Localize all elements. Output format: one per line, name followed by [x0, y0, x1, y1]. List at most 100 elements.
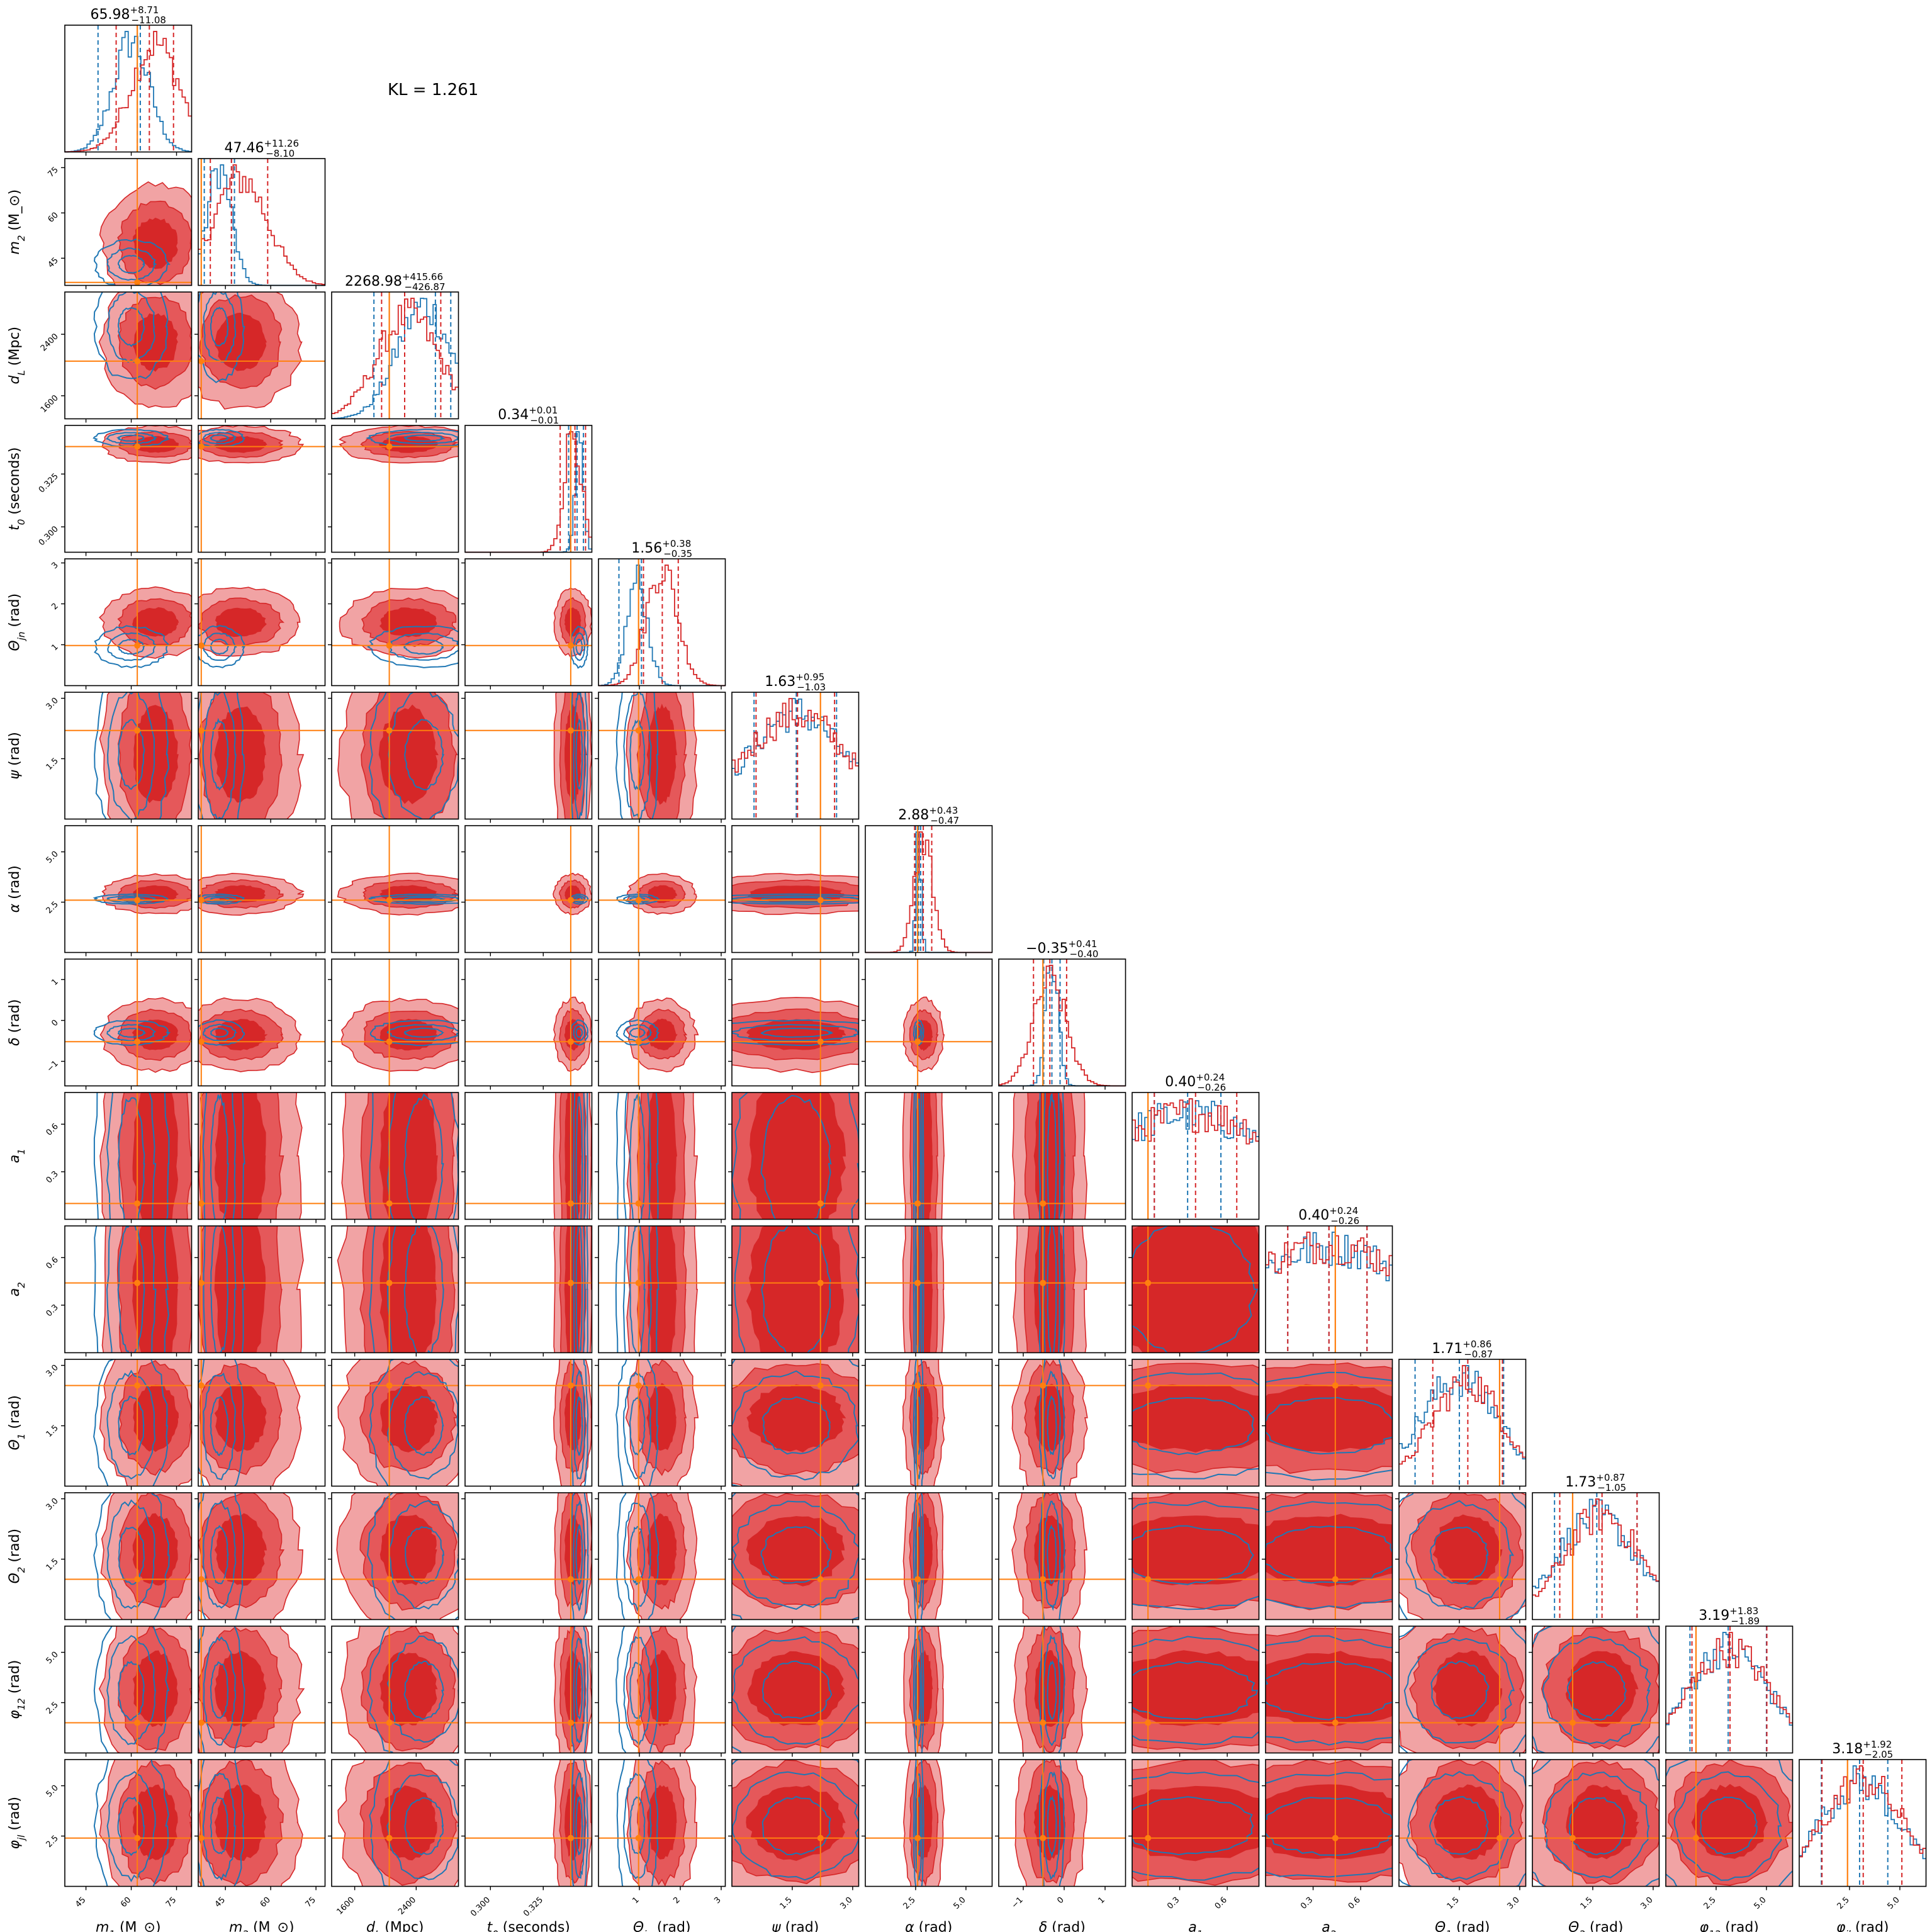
contour-blue-0: [615, 1359, 659, 1486]
panel-frame: [865, 1626, 993, 1754]
panel-thetajn-vs-m2: [198, 558, 326, 687]
contour-blue-2: [916, 1661, 921, 1721]
panel-a2-vs-dL: [331, 1225, 459, 1354]
panel-frame: [198, 1092, 326, 1220]
hist-panel-m1: 65.98+8.71 −11.08: [64, 4, 193, 153]
contour-blue-0: [732, 893, 859, 905]
contour-red-2: [564, 1513, 581, 1586]
contour-blue-0: [93, 1493, 170, 1620]
ytick-label-theta1: 1.5: [45, 1424, 60, 1439]
panel-theta2-vs-m1: [64, 1492, 193, 1620]
ytick-label-m2: 75: [47, 166, 60, 179]
contour-blue-1: [203, 1023, 238, 1042]
title-m2: 47.46+11.26 −8.10: [225, 138, 300, 159]
ytick-label-phijl: 5.0: [45, 1783, 60, 1799]
ytick-label-delta: −1: [45, 1059, 60, 1074]
contour-blue-1: [203, 1636, 237, 1746]
contour-blue-1: [106, 1092, 157, 1220]
truth-point: [198, 1834, 205, 1841]
contour-red-2: [1132, 1384, 1259, 1453]
contour-red-2: [132, 217, 178, 269]
panel-frame: [464, 558, 593, 687]
contour-red-2: [646, 1383, 677, 1451]
panel-frame: [865, 1492, 993, 1620]
contour-blue-2: [1047, 1395, 1057, 1456]
panel-t0-vs-m2: [198, 425, 326, 553]
panel-frame: [731, 1492, 860, 1620]
panel-frame: [865, 1092, 993, 1220]
contour-blue-0: [94, 692, 170, 819]
xaxis-label-alpha: α (rad): [905, 1920, 952, 1932]
panel-frame: [731, 1759, 860, 1887]
truth-point: [134, 443, 141, 450]
truth-point: [635, 727, 642, 734]
panel-phijl-vs-dL: [331, 1759, 459, 1887]
panel-frame: [731, 1359, 860, 1487]
contour-red-2: [214, 885, 266, 903]
contour-red-2: [647, 1226, 677, 1353]
xtick-label-m1: 45: [74, 1895, 87, 1909]
panel-phijl-vs-a2: [1265, 1759, 1393, 1887]
panel-frame: [198, 825, 326, 953]
contour-blue-0: [93, 893, 169, 905]
truth-point: [386, 642, 393, 649]
panel-a1-vs-thetajn: [598, 1092, 726, 1220]
hist-frame-a2: [1265, 1225, 1393, 1354]
contour-blue-2: [1429, 1795, 1489, 1855]
xtick-label-phi12: 2.5: [1702, 1895, 1718, 1911]
panel-frame: [198, 291, 326, 420]
panel-phijl-vs-psi: [731, 1759, 860, 1887]
panel-frame: [598, 825, 726, 953]
hist-red-theta2: [1532, 1498, 1660, 1597]
panel-thetajn-vs-m1: [64, 558, 193, 687]
contour-blue-0: [369, 1226, 376, 1353]
panel-phi12-vs-theta2: [1532, 1626, 1660, 1754]
panel-frame: [198, 1359, 326, 1487]
contour-blue-1: [107, 692, 155, 819]
contour-blue-2: [761, 1660, 833, 1719]
contour-blue-2: [210, 1027, 229, 1038]
truth-point: [386, 1576, 393, 1583]
xtick-label-m2: 75: [304, 1895, 318, 1909]
contour-blue-0: [365, 429, 459, 447]
contour-blue-2: [403, 639, 444, 655]
contour-blue-1: [1403, 1637, 1515, 1744]
contour-blue-2: [1047, 1795, 1057, 1858]
panel-frame: [998, 1759, 1126, 1887]
contour-blue-2: [761, 1795, 831, 1855]
contour-blue-0: [93, 292, 169, 379]
contour-blue-2: [760, 1027, 834, 1038]
truth-point: [1145, 1279, 1152, 1286]
contour-red-2: [215, 607, 267, 637]
contour-blue-0: [198, 893, 245, 905]
panel-phijl-vs-theta2: [1532, 1759, 1660, 1887]
contour-blue-1: [1266, 1501, 1393, 1610]
panel-a2-vs-m1: [64, 1225, 193, 1354]
truth-point: [386, 1719, 393, 1726]
hist-panel-delta: −0.35+0.41 −0.40: [998, 938, 1126, 1087]
panel-t0-vs-m1: [64, 425, 193, 553]
contour-blue-1: [732, 1771, 859, 1881]
panel-alpha-vs-psi: [731, 825, 860, 953]
contour-blue-0: [615, 1493, 660, 1620]
truth-point: [1332, 1719, 1339, 1726]
ytick-label-alpha: 5.0: [45, 850, 60, 865]
hist-panel-theta2: 1.73+0.87 −1.05: [1532, 1472, 1660, 1620]
panel-frame: [331, 825, 459, 953]
contour-blue-1: [106, 1024, 157, 1042]
xtick-label-m2: 60: [259, 1895, 272, 1909]
contour-blue-0: [1038, 1226, 1065, 1353]
contour-red-2: [647, 1650, 677, 1727]
yaxis-label-a2: a2: [7, 1282, 27, 1296]
contour-blue-1: [623, 692, 652, 819]
panel-phi12-vs-delta: [998, 1626, 1126, 1754]
hist-panel-theta1: 1.71+0.86 −0.87: [1398, 1339, 1527, 1487]
panel-psi-vs-m2: [198, 692, 326, 820]
contour-blue-2: [761, 1226, 831, 1353]
panel-frame: [64, 1492, 193, 1620]
contour-red-2: [1266, 1784, 1393, 1860]
panel-theta2-vs-t0: [464, 1492, 593, 1620]
title-phi12: 3.19+1.83 −1.89: [1699, 1605, 1760, 1627]
contour-blue-2: [1132, 1660, 1259, 1721]
